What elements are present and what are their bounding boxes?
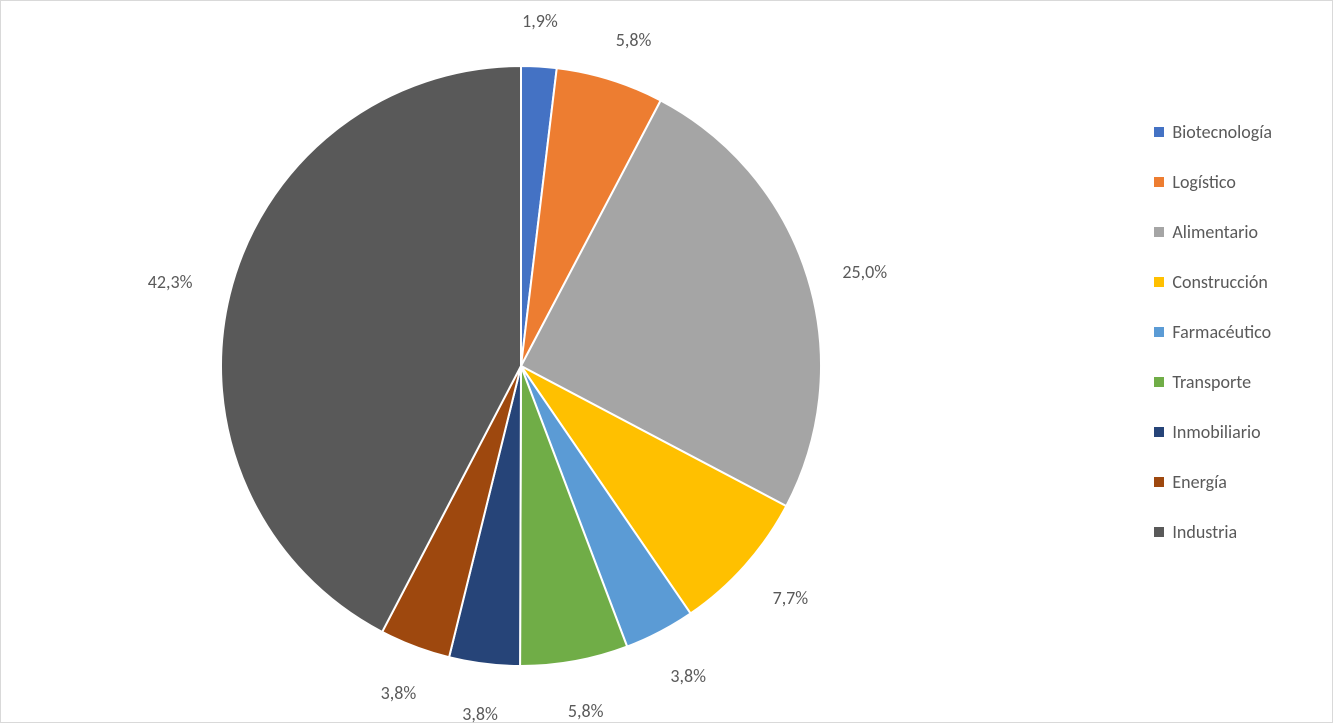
legend-item: Transporte <box>1154 371 1272 393</box>
legend-item: Biotecnología <box>1154 121 1272 143</box>
legend-item: Logístico <box>1154 171 1272 193</box>
pie-data-label: 3,8% <box>381 682 417 704</box>
legend-item: Energía <box>1154 471 1272 493</box>
legend-swatch <box>1154 327 1164 337</box>
pie-data-label: 5,8% <box>568 700 604 722</box>
pie-data-label: 7,7% <box>773 587 809 609</box>
legend-label: Inmobiliario <box>1172 421 1260 443</box>
legend-swatch <box>1154 227 1164 237</box>
legend-swatch <box>1154 177 1164 187</box>
legend-label: Alimentario <box>1172 221 1258 243</box>
legend-item: Construcción <box>1154 271 1272 293</box>
pie-data-label: 3,8% <box>670 665 706 687</box>
legend: Biotecnología Logístico Alimentario Constru… <box>1154 121 1272 543</box>
legend-label: Transporte <box>1172 371 1251 393</box>
pie-chart <box>201 46 841 686</box>
legend-label: Farmacéutico <box>1172 321 1271 343</box>
legend-item: Inmobiliario <box>1154 421 1272 443</box>
legend-swatch <box>1154 377 1164 387</box>
legend-label: Energía <box>1172 471 1226 493</box>
legend-swatch <box>1154 477 1164 487</box>
pie-data-label: 3,8% <box>462 703 498 725</box>
pie-data-label: 5,8% <box>616 29 652 51</box>
legend-swatch <box>1154 277 1164 287</box>
legend-item: Alimentario <box>1154 221 1272 243</box>
legend-item: Farmacéutico <box>1154 321 1272 343</box>
legend-label: Industria <box>1172 521 1237 543</box>
pie-svg <box>201 46 841 686</box>
pie-data-label: 42,3% <box>148 271 193 293</box>
legend-swatch <box>1154 127 1164 137</box>
chart-frame: Biotecnología Logístico Alimentario Constru… <box>0 0 1333 723</box>
pie-data-label: 1,9% <box>522 10 558 32</box>
legend-label: Biotecnología <box>1172 121 1272 143</box>
legend-swatch <box>1154 427 1164 437</box>
legend-swatch <box>1154 527 1164 537</box>
legend-label: Logístico <box>1172 171 1235 193</box>
pie-data-label: 25,0% <box>842 261 887 283</box>
legend-item: Industria <box>1154 521 1272 543</box>
legend-label: Construcción <box>1172 271 1267 293</box>
